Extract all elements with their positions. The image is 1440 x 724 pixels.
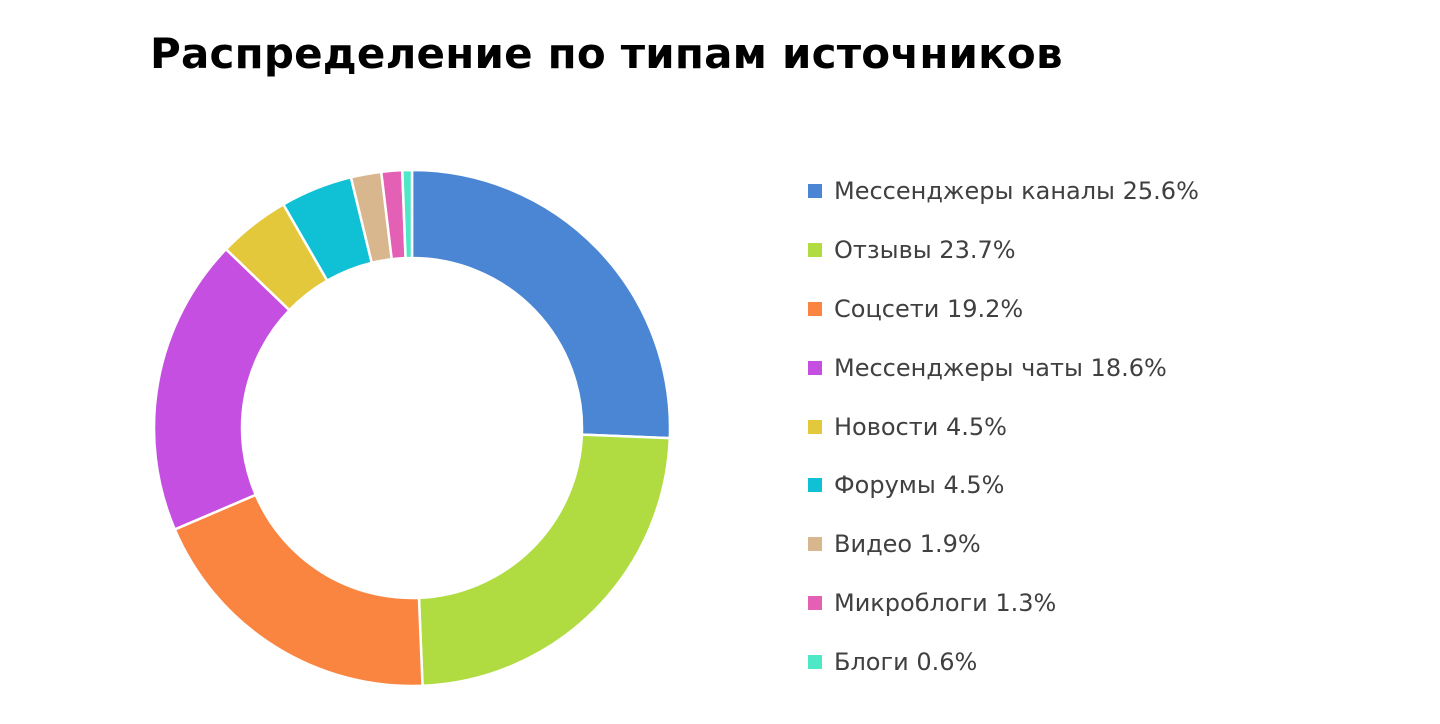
chart-legend: Мессенджеры каналы 25.6% Отзывы 23.7% Соцс… <box>808 162 1199 691</box>
legend-label: Соцсети 19.2% <box>834 294 1024 323</box>
legend-item-соцсети: Соцсети 19.2% <box>808 280 1199 339</box>
slice-блоги <box>401 168 414 260</box>
legend-label: Блоги 0.6% <box>834 647 978 676</box>
legend-label: Видео 1.9% <box>834 530 981 559</box>
donut-chart <box>152 168 672 688</box>
legend-label: Микроблоги 1.3% <box>834 588 1057 617</box>
legend-item-мессенджеры-каналы: Мессенджеры каналы 25.6% <box>808 162 1199 221</box>
chart-title: Распределение по типам источников <box>150 29 1063 78</box>
slice-соцсети <box>173 493 424 688</box>
slice-отзывы <box>417 433 672 688</box>
legend-swatch <box>808 478 822 493</box>
legend-item-микроблоги: Микроблоги 1.3% <box>808 574 1199 633</box>
legend-item-отзывы: Отзывы 23.7% <box>808 221 1199 280</box>
slice-мессенджеры-каналы <box>410 168 672 440</box>
legend-swatch <box>808 243 822 258</box>
legend-item-форумы: Форумы 4.5% <box>808 456 1199 515</box>
legend-label: Новости 4.5% <box>834 412 1007 441</box>
legend-label: Отзывы 23.7% <box>834 236 1016 265</box>
legend-label: Форумы 4.5% <box>834 471 1005 500</box>
legend-label: Мессенджеры чаты 18.6% <box>834 353 1167 382</box>
legend-swatch <box>808 537 822 552</box>
legend-swatch <box>808 184 822 199</box>
legend-item-видео: Видео 1.9% <box>808 515 1199 574</box>
legend-label: Мессенджеры каналы 25.6% <box>834 177 1199 206</box>
legend-swatch <box>808 654 822 669</box>
legend-item-новости: Новости 4.5% <box>808 397 1199 456</box>
legend-swatch <box>808 301 822 316</box>
legend-swatch <box>808 419 822 434</box>
legend-item-мессенджеры-чаты: Мессенджеры чаты 18.6% <box>808 338 1199 397</box>
legend-item-блоги: Блоги 0.6% <box>808 632 1199 691</box>
legend-swatch <box>808 595 822 610</box>
legend-swatch <box>808 360 822 375</box>
